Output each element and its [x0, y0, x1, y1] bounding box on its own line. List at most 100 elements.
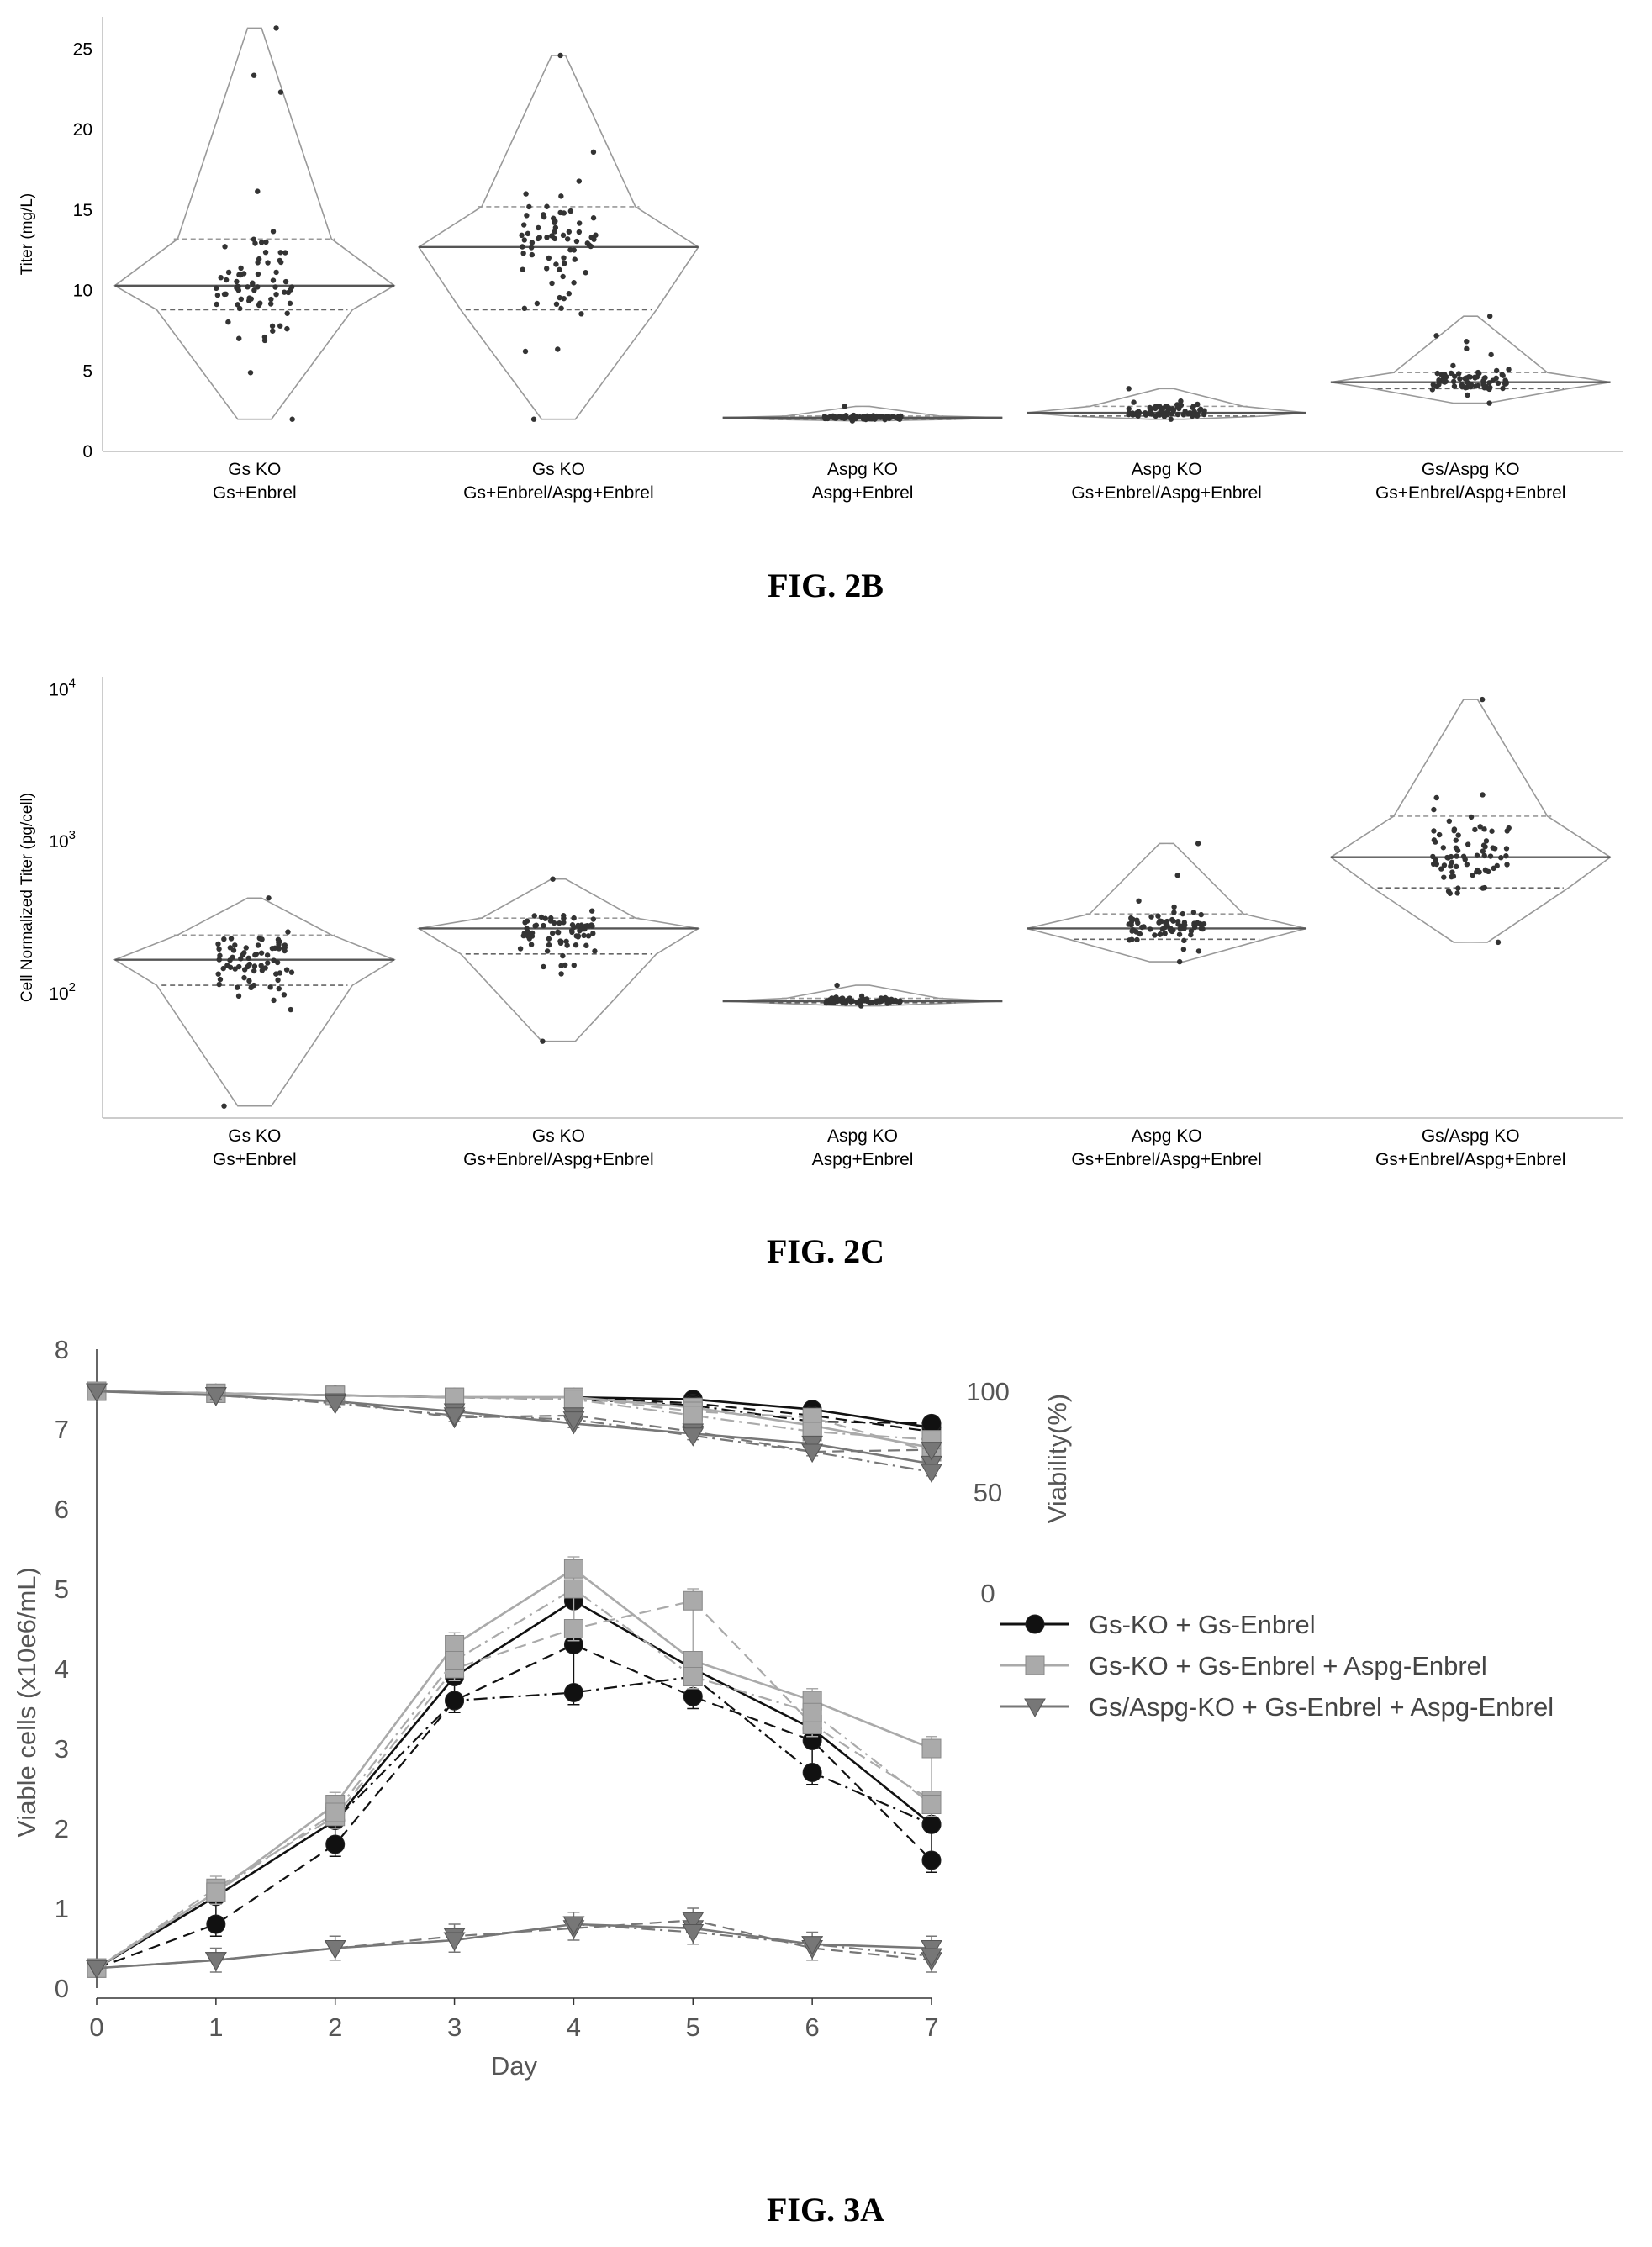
fig2c-point-4-64 [1430, 861, 1437, 868]
fig2c-point-4-17 [1431, 837, 1438, 843]
fig2c-point-4-26 [1433, 794, 1439, 801]
fig2c-point-0-69 [271, 957, 277, 963]
fig2b-point-0-26 [238, 296, 245, 303]
fig2b-point-0-59 [261, 337, 268, 344]
fig2c-point-3-58 [1129, 928, 1135, 934]
fig3a-legend-marker-2 [1024, 1698, 1046, 1718]
fig2c-point-4-35 [1454, 853, 1459, 859]
fig2c-point-2-67 [833, 996, 839, 1003]
fig2b-point-0-16 [234, 278, 240, 285]
fig2c-point-0-11 [269, 945, 276, 952]
fig2c-point-0-60 [283, 967, 290, 973]
fig2c-y-tick-0: 102 [49, 980, 76, 1004]
fig2c-point-2-70 [858, 1003, 864, 1009]
fig2b-point-3-68 [1147, 404, 1153, 411]
fig3a-point-5-2-0 [86, 1383, 108, 1403]
fig2b-point-1-8 [561, 210, 567, 216]
fig2c-point-1-12 [546, 936, 552, 942]
fig2c-point-4-23 [1431, 828, 1437, 834]
fig2b-category-label-2-b: Aspg+Enbrel [812, 483, 914, 503]
fig2c-y-tick-base-1: 10 [49, 832, 68, 852]
fig2c-point-0-68 [251, 968, 257, 974]
fig2c-point-1-37 [531, 913, 537, 919]
fig2b-point-3-62 [1156, 404, 1163, 409]
fig3a-x-label: Day [491, 2051, 538, 2081]
fig2c-point-3-37 [1162, 931, 1168, 936]
fig2c-point-3-19 [1148, 914, 1154, 920]
fig2b-point-1-48 [573, 238, 580, 245]
fig2b-point-1-40 [549, 280, 555, 287]
fig2c-point-4-40 [1481, 826, 1487, 832]
fig2c-point-2-69 [859, 997, 865, 1003]
fig2b-category-label-0-a: Gs KO [228, 460, 281, 479]
fig2c-point-0-29 [227, 957, 233, 963]
fig2c-point-0-71 [266, 895, 272, 901]
fig3a-point-5-1-7 [921, 1442, 942, 1461]
fig2c-point-2-68 [884, 1000, 890, 1006]
fig3a-series-line-0-1 [96, 1643, 932, 1970]
fig2c-point-3-35 [1152, 932, 1158, 938]
fig2c-point-0-8 [281, 992, 288, 998]
fig2c-point-4-29 [1455, 832, 1461, 838]
fig2c-point-1-55 [548, 915, 554, 921]
fig2c-point-0-45 [285, 929, 291, 935]
fig2b-point-1-25 [536, 224, 541, 231]
fig3a-point-2-2-3 [443, 1932, 466, 1952]
fig2b-point-3-66 [1164, 404, 1171, 410]
fig2b-point-4-71 [1486, 313, 1493, 319]
fig2b-point-0-68 [235, 283, 241, 290]
fig2b-point-4-20 [1506, 367, 1512, 372]
fig2b-point-3-63 [1190, 404, 1196, 409]
fig2b-point-1-37 [526, 203, 532, 210]
fig2b-point-4-51 [1488, 351, 1494, 358]
fig3a-y2-tick-2: 100 [966, 1377, 1010, 1406]
fig2b-point-0-38 [270, 277, 277, 283]
fig-3a-caption: FIG. 3A [767, 2191, 884, 2229]
fig2c-point-1-23 [558, 971, 564, 977]
fig2c-point-3-3 [1201, 920, 1207, 927]
fig2c-point-4-1 [1453, 837, 1459, 843]
fig3a-point-0-2-7 [921, 1814, 942, 1834]
fig2b-point-1-21 [520, 244, 525, 250]
fig2c-point-1-54 [557, 938, 563, 944]
fig2b-point-1-70 [530, 416, 537, 422]
fig2c-point-3-25 [1128, 915, 1134, 921]
fig2c-violin-0 [113, 897, 396, 1107]
fig2c-point-2-66 [823, 1000, 829, 1006]
fig2b-point-1-30 [558, 305, 564, 311]
fig2c-point-0-67 [252, 952, 258, 958]
fig2c-point-4-60 [1474, 852, 1480, 858]
fig3a-x-tick-0: 0 [89, 2012, 103, 2042]
fig2c-point-1-49 [517, 946, 524, 952]
fig2b-point-0-8 [236, 335, 242, 341]
fig2c-point-0-24 [243, 945, 249, 951]
fig2c-point-0-64 [235, 993, 242, 1000]
fig2b-point-0-28 [251, 72, 257, 78]
fig2b-point-0-30 [240, 271, 247, 277]
fig2c-point-3-59 [1141, 924, 1147, 930]
fig-3a-chart: 0 1 2 3 4 5 6 7 8 0 1 2 3 4 5 6 7 Day Viable cells (x10e6/… [12, 1335, 1554, 2081]
fig3a-y-tick-1: 1 [55, 1894, 69, 1923]
fig2c-category-label-2-b: Aspg+Enbrel [812, 1150, 914, 1169]
fig3a-point-5-2-1 [204, 1387, 227, 1406]
fig2c-y-tick-exp-2: 4 [69, 676, 76, 690]
fig2c-point-3-60 [1195, 948, 1202, 954]
fig2b-point-4-40 [1450, 378, 1457, 385]
fig2b-point-0-42 [277, 89, 284, 95]
fig2b-violin-0 [113, 27, 396, 420]
fig2b-y-tick-2: 10 [73, 282, 92, 301]
fig2c-point-1-60 [562, 962, 568, 968]
fig2b-point-0-21 [262, 249, 269, 256]
fig3a-x-tick-3: 3 [447, 2012, 462, 2042]
fig2c-point-4-4 [1472, 826, 1478, 833]
fig3a-series-line-4-2 [96, 1390, 932, 1441]
fig2b-point-1-69 [529, 251, 536, 258]
fig2c-point-4-50 [1449, 869, 1455, 875]
fig2c-point-1-66 [532, 923, 538, 929]
fig3a-y-label: Viable cells (x10e6/mL) [12, 1567, 41, 1838]
fig2b-point-1-23 [552, 224, 559, 230]
fig2b-point-0-37 [288, 287, 294, 293]
fig2c-point-3-21 [1135, 920, 1141, 926]
fig3a-series-line-0-0 [96, 1599, 932, 1970]
